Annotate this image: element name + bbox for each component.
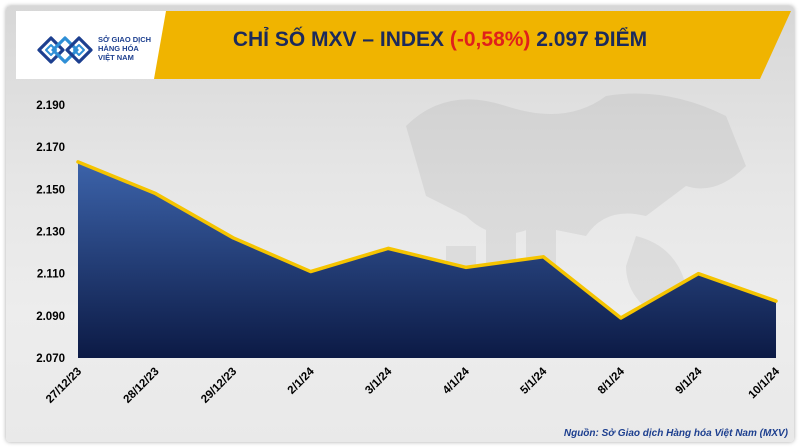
logo: SỞ GIAO DỊCH HÀNG HÓA VIỆT NAM xyxy=(16,11,166,79)
x-tick-label: 4/1/24 xyxy=(441,365,473,397)
plot-area xyxy=(76,160,778,358)
data-point xyxy=(76,160,80,164)
x-tick-label: 9/1/24 xyxy=(673,365,705,397)
x-tick-label: 5/1/24 xyxy=(518,365,550,397)
title-suffix: 2.097 ĐIỂM xyxy=(530,28,648,51)
data-point xyxy=(386,246,390,250)
y-tick-label: 2.090 xyxy=(36,311,65,323)
logo-line-2: HÀNG HÓA xyxy=(98,44,139,53)
x-tick-label: 28/12/23 xyxy=(122,366,162,406)
y-tick-label: 2.170 xyxy=(36,142,65,154)
x-tick-label: 10/1/24 xyxy=(747,365,783,401)
logo-line-1: SỞ GIAO DỊCH xyxy=(98,35,152,44)
chart-title: CHỈ SỐ MXV – INDEX (-0,58%) 2.097 ĐIỂM xyxy=(160,28,720,52)
y-tick-label: 2.130 xyxy=(36,227,65,239)
y-tick-label: 2.150 xyxy=(36,184,65,196)
y-tick-label: 2.110 xyxy=(37,269,65,281)
data-point xyxy=(619,316,623,320)
data-point xyxy=(464,265,468,269)
x-axis: 27/12/23 28/12/23 29/12/23 2/1/24 3/1/24 4/1/… xyxy=(44,365,783,406)
area-fill xyxy=(78,161,776,358)
source-note: Nguồn: Sở Giao dịch Hàng hóa Việt Nam (M… xyxy=(563,428,788,439)
data-point xyxy=(541,255,545,259)
data-point xyxy=(231,236,235,240)
data-point xyxy=(309,270,313,274)
y-tick-label: 2.190 xyxy=(36,100,65,112)
data-point xyxy=(696,272,700,276)
x-tick-label: 3/1/24 xyxy=(363,365,395,397)
x-tick-label: 8/1/24 xyxy=(596,365,628,397)
y-axis: 2.070 2.090 2.110 2.130 2.150 2.170 2.190 xyxy=(36,100,65,365)
mxv-logo-icon xyxy=(37,36,93,64)
logo-text: SỞ GIAO DỊCH HÀNG HÓA VIỆT NAM xyxy=(98,35,166,62)
title-prefix: CHỈ SỐ MXV – INDEX xyxy=(232,28,450,51)
x-tick-label: 27/12/23 xyxy=(44,366,84,406)
y-tick-label: 2.070 xyxy=(36,353,65,365)
x-tick-label: 29/12/23 xyxy=(199,366,239,406)
title-change: (-0,58%) xyxy=(449,28,531,51)
series-line xyxy=(76,160,778,320)
data-point xyxy=(154,192,158,196)
logo-line-3: VIỆT NAM xyxy=(98,53,134,62)
data-point xyxy=(774,299,778,303)
x-tick-label: 2/1/24 xyxy=(286,365,318,397)
